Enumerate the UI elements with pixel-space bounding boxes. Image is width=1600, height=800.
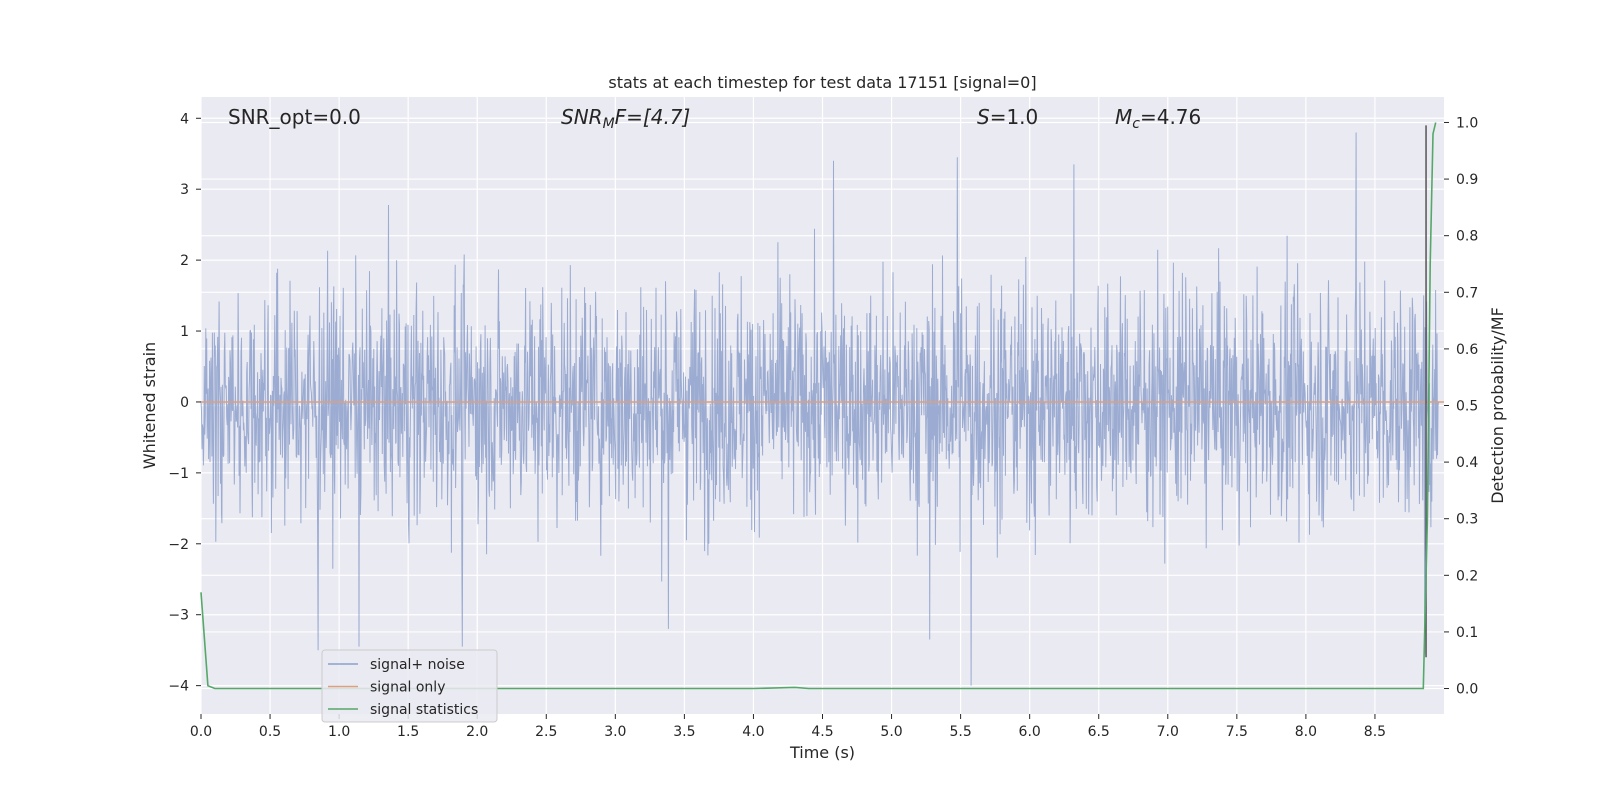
y-tick-label: 2 [180,253,189,269]
x-tick-label: 6.5 [1088,724,1110,740]
s-annotation: S=1.0 [977,105,1038,129]
y2-tick-label: 0.8 [1456,229,1478,245]
snr-mf-rest-f: F=[4.7] [615,105,691,129]
x-axis-label: Time (s) [789,743,855,762]
mc-annotation: Mc=4.76 [1115,105,1201,132]
y2-tick-label: 0.1 [1456,625,1478,641]
y-tick-label: −1 [168,466,189,482]
y-tick-label: 1 [180,324,189,340]
x-tick-label: 4.0 [742,724,764,740]
y-tick-label: −3 [168,608,189,624]
x-tick-label: 1.0 [328,724,350,740]
y-axis-right: 1.0 0.9 0.8 0.7 0.6 0.5 0.4 0.3 0.2 0.1 0.0 [1444,115,1478,698]
y2-tick-label: 0.0 [1456,682,1478,698]
y-axis-right-label: Detection probability/MF [1488,307,1507,504]
x-tick-label: 5.5 [949,724,971,740]
legend-label: signal only [370,680,445,696]
snr-mf-sub: M [603,116,615,132]
legend-box [321,649,498,723]
x-tick-label: 3.5 [673,724,695,740]
legend-label: signal statistics [370,702,478,718]
x-axis: 0.0 0.5 1.0 1.5 2.0 2.5 3.0 3.5 4.0 4.5 5.0 5.5 6.0 6… [190,714,1386,740]
y-axis-label: Whitened strain [140,342,159,469]
x-tick-label: 3.0 [604,724,626,740]
mc-value: =4.76 [1140,105,1201,129]
s-value: =1.0 [990,105,1039,129]
snr-opt-annotation: SNR_opt=0.0 [228,105,361,129]
snr-mf-main: SNR [561,105,603,129]
y2-tick-label: 0.9 [1456,172,1478,188]
y2-tick-label: 0.7 [1456,285,1478,301]
y-tick-label: 0 [180,395,189,411]
y2-tick-label: 0.2 [1456,568,1478,584]
y-axis-left: 4 3 2 1 0 −1 −2 −3 −4 [168,111,201,695]
legend: signal+ noise signal only signal statistic… [321,649,498,723]
x-tick-label: 4.5 [811,724,833,740]
x-tick-label: 8.0 [1295,724,1317,740]
chart-title: stats at each timestep for test data 171… [608,73,1036,92]
x-tick-label: 2.5 [535,724,557,740]
mc-var: M [1115,105,1132,129]
legend-label: signal+ noise [370,657,465,673]
y2-tick-label: 0.4 [1456,455,1478,471]
y2-tick-label: 0.6 [1456,342,1478,358]
series-signal-noise-line [200,132,1439,686]
y-tick-label: −2 [168,537,189,553]
x-tick-label: 0.5 [259,724,281,740]
plot-area [200,97,1444,714]
y2-tick-label: 0.5 [1456,399,1478,415]
s-var: S [977,105,990,129]
x-tick-label: 8.5 [1364,724,1386,740]
x-tick-label: 2.0 [466,724,488,740]
series-signal-statistics-line [200,122,1437,690]
snr-mf-annotation: SNRMF=[4.7] [561,105,690,132]
y2-tick-label: 1.0 [1456,115,1478,131]
x-tick-label: 1.5 [397,724,419,740]
y2-tick-label: 0.3 [1456,512,1478,528]
x-tick-label: 7.5 [1226,724,1248,740]
x-tick-label: 6.0 [1019,724,1041,740]
y-tick-label: −4 [168,679,189,695]
x-tick-label: 5.0 [880,724,902,740]
y-tick-label: 3 [180,182,189,198]
y-tick-label: 4 [180,111,189,127]
x-tick-label: 7.0 [1157,724,1179,740]
x-tick-label: 0.0 [190,724,212,740]
mc-sub: c [1132,116,1140,132]
